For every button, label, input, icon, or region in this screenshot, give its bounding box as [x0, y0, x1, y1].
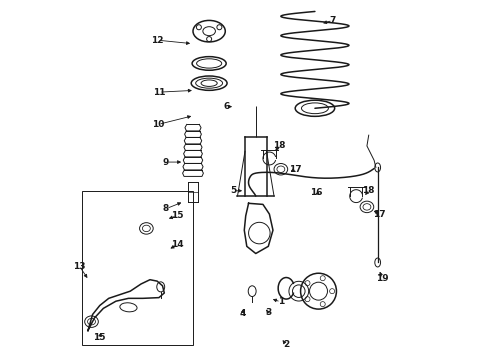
Text: 2: 2: [283, 341, 290, 350]
Text: 1: 1: [278, 297, 284, 306]
Text: 19: 19: [376, 274, 389, 283]
Text: 13: 13: [73, 262, 86, 271]
Text: 12: 12: [151, 36, 163, 45]
Text: 15: 15: [94, 333, 106, 342]
Text: 4: 4: [239, 309, 245, 318]
Text: 6: 6: [223, 102, 230, 111]
Text: 3: 3: [265, 308, 271, 317]
Text: 17: 17: [289, 165, 301, 174]
Text: 18: 18: [363, 186, 375, 195]
Text: 8: 8: [163, 204, 169, 213]
Text: 15: 15: [171, 211, 183, 220]
Bar: [82, 191, 193, 345]
Text: 14: 14: [172, 240, 184, 249]
Text: 11: 11: [153, 87, 165, 96]
Text: 10: 10: [152, 120, 165, 129]
Text: 5: 5: [230, 186, 237, 195]
Text: 9: 9: [163, 158, 169, 167]
Text: 18: 18: [273, 141, 285, 150]
Text: 16: 16: [311, 188, 323, 197]
Text: 7: 7: [330, 16, 336, 25]
Text: 17: 17: [373, 210, 386, 219]
